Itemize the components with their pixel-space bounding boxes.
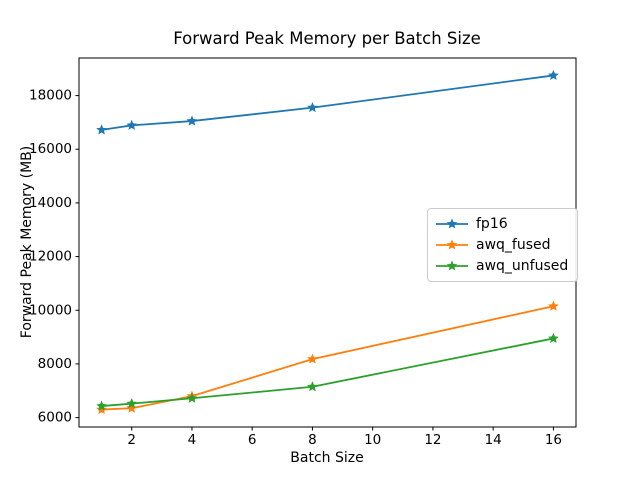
marker-awq_unfused xyxy=(186,392,198,403)
x-tick-label: 10 xyxy=(364,432,381,448)
chart-title: Forward Peak Memory per Batch Size xyxy=(173,29,481,48)
x-tick-label: 6 xyxy=(248,432,257,448)
marker-fp16 xyxy=(548,69,559,80)
y-tick-label: 6000 xyxy=(38,410,72,426)
x-tick-label: 16 xyxy=(545,432,562,448)
legend: fp16 awq_fused awq_unfused xyxy=(427,208,579,282)
marker-awq_fused xyxy=(548,300,559,311)
marker-awq_fused xyxy=(307,353,318,364)
marker-awq_unfused xyxy=(307,381,318,392)
y-tick-label: 16000 xyxy=(29,141,72,157)
marker-fp16 xyxy=(186,115,198,126)
x-tick-label: 4 xyxy=(188,432,197,448)
legend-item-awq-fused: awq_fused xyxy=(435,235,568,255)
x-tick-label: 14 xyxy=(485,432,502,448)
legend-item-awq-unfused: awq_unfused xyxy=(435,256,568,276)
marker-fp16 xyxy=(96,124,107,135)
legend-sample-marker xyxy=(446,218,458,229)
legend-line-sample xyxy=(436,239,468,250)
legend-label: awq_fused xyxy=(476,237,551,253)
marker-awq_unfused xyxy=(548,332,559,343)
y-axis-label: Forward Peak Memory (MB) xyxy=(19,145,35,339)
x-tick-label: 2 xyxy=(127,432,136,448)
y-tick-label: 8000 xyxy=(38,356,72,372)
marker-fp16 xyxy=(307,102,318,113)
marker-awq_unfused xyxy=(96,400,107,411)
y-tick-label: 14000 xyxy=(29,195,72,211)
marker-fp16 xyxy=(126,119,138,130)
legend-sample-marker xyxy=(446,260,458,271)
series-line-awq_fused xyxy=(100,305,555,411)
legend-line-sample xyxy=(436,218,468,229)
y-tick-label: 12000 xyxy=(29,249,72,265)
y-tick-label: 18000 xyxy=(29,88,72,104)
series-line-awq_unfused xyxy=(100,337,555,407)
y-tick-label: 10000 xyxy=(29,302,72,318)
series-line-fp16 xyxy=(100,74,555,131)
marker-awq_fused xyxy=(126,402,138,413)
marker-awq_unfused xyxy=(126,398,138,409)
legend-item-fp16: fp16 xyxy=(435,214,568,234)
legend-line-sample xyxy=(436,260,468,271)
x-tick-label: 12 xyxy=(424,432,441,448)
legend-label: fp16 xyxy=(476,216,508,232)
x-axis-label: Batch Size xyxy=(290,450,364,466)
legend-label: awq_unfused xyxy=(476,258,569,274)
marker-awq_fused xyxy=(96,403,107,415)
x-tick-label: 8 xyxy=(308,432,317,448)
legend-sample-marker xyxy=(446,239,458,250)
